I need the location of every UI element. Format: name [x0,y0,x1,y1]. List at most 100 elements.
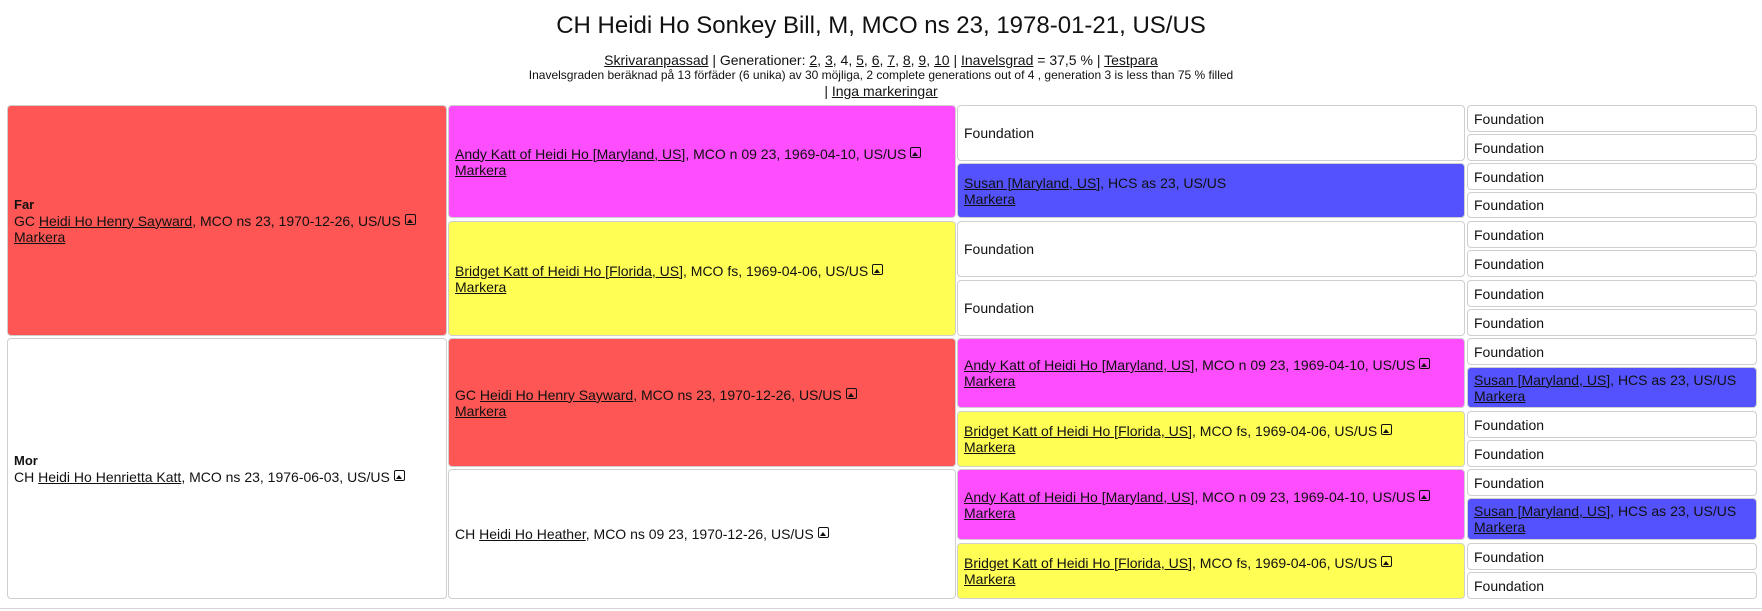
foundation-label: Foundation [1474,549,1750,565]
father-label: Far [14,197,440,213]
foundation-label: Foundation [1474,475,1750,491]
mark-link[interactable]: Markera [1474,388,1525,404]
pedigree-cell-g4-10: Susan [Maryland, US], HCS as 23, US/USMa… [1467,367,1757,408]
cat-details: , MCO n 09 23, 1969-04-10, US/US [685,146,906,162]
cat-link[interactable]: Andy Katt of Heidi Ho [Maryland, US] [964,489,1194,505]
mark-link[interactable]: Markera [455,403,506,419]
cat-link[interactable]: Andy Katt of Heidi Ho [Maryland, US] [455,146,685,162]
mark-link[interactable]: Markera [14,229,65,245]
test-pair-link[interactable]: Testpara [1104,52,1158,68]
mark-link[interactable]: Markera [455,279,506,295]
cat-details: , MCO ns 23, 1970-12-26, US/US [633,387,842,403]
cat-details: , HCS as 23, US/US [1100,175,1226,191]
generation-link-9[interactable]: 9 [918,52,926,68]
image-icon[interactable] [818,527,829,538]
image-icon[interactable] [405,214,416,225]
cat-link[interactable]: Heidi Ho Henry Sayward [480,387,633,403]
cat-link[interactable]: Susan [Maryland, US] [1474,503,1610,519]
cat-link[interactable]: Susan [Maryland, US] [964,175,1100,191]
title-prefix: CH [14,469,38,485]
pedigree-cell-g4-9: Foundation [1467,338,1757,365]
divider [0,608,1762,609]
image-icon[interactable] [1381,556,1392,567]
pedigree-cell-g4-5: Foundation [1467,221,1757,248]
image-icon[interactable] [1419,358,1430,369]
pedigree-cell-mmf: Andy Katt of Heidi Ho [Maryland, US], MC… [957,469,1465,540]
pedigree-cell-g4-7: Foundation [1467,280,1757,307]
mother-label: Mor [14,453,440,469]
image-icon[interactable] [910,147,921,158]
cat-details: , MCO n 09 23, 1969-04-10, US/US [1194,357,1415,373]
pedigree-cell-g4-12: Foundation [1467,440,1757,467]
cat-link[interactable]: Andy Katt of Heidi Ho [Maryland, US] [964,357,1194,373]
pedigree-cell-g4-4: Foundation [1467,192,1757,218]
mark-link[interactable]: Markera [964,191,1015,207]
pedigree-cell-g4-1: Foundation [1467,105,1757,132]
foundation-label: Foundation [1474,446,1750,462]
foundation-label: Foundation [1474,417,1750,433]
pedigree-cell-fm: Bridget Katt of Heidi Ho [Florida, US], … [448,221,956,336]
foundation-label: Foundation [1474,344,1750,360]
pedigree-cell-g4-16: Foundation [1467,572,1757,599]
mark-link[interactable]: Markera [964,505,1015,521]
foundation-label: Foundation [964,125,1458,141]
generation-link-5[interactable]: 5 [856,52,864,68]
pedigree-cell-g4-6: Foundation [1467,250,1757,277]
generation-link-2[interactable]: 2 [809,52,817,68]
foundation-label: Foundation [1474,315,1750,331]
cat-link[interactable]: Bridget Katt of Heidi Ho [Florida, US] [455,263,683,279]
title-prefix: GC [14,213,39,229]
pedigree-cell-mfm: Bridget Katt of Heidi Ho [Florida, US], … [957,411,1465,467]
cat-details: , MCO ns 23, 1970-12-26, US/US [192,213,401,229]
cat-link[interactable]: Bridget Katt of Heidi Ho [Florida, US] [964,423,1192,439]
image-icon[interactable] [872,264,883,275]
foundation-label: Foundation [1474,140,1750,156]
image-icon[interactable] [846,388,857,399]
inbreeding-info: Inavelsgraden beräknad på 13 förfäder (6… [0,68,1762,83]
pedigree-cell-g4-8: Foundation [1467,309,1757,336]
generation-link-10[interactable]: 10 [934,52,950,68]
generations-label: | Generationer: [708,52,809,68]
page-title: CH Heidi Ho Sonkey Bill, M, MCO ns 23, 1… [0,10,1762,42]
foundation-label: Foundation [964,241,1458,257]
inbreeding-link[interactable]: Inavelsgrad [961,52,1033,68]
title-prefix: GC [455,387,480,403]
cat-details: , MCO ns 23, 1976-06-03, US/US [181,469,390,485]
pedigree-cell-g4-13: Foundation [1467,469,1757,496]
pedigree-cell-mother: Mor CH Heidi Ho Henrietta Katt, MCO ns 2… [7,338,447,599]
pedigree-cell-fmm: Foundation [957,280,1465,336]
cat-details: , MCO ns 09 23, 1970-12-26, US/US [586,526,814,542]
pedigree-cell-mmm: Bridget Katt of Heidi Ho [Florida, US], … [957,543,1465,599]
mark-link[interactable]: Markera [455,162,506,178]
mark-link[interactable]: Markera [1474,519,1525,535]
markings-separator: | [824,83,832,99]
no-markings-link[interactable]: Inga markeringar [832,83,938,99]
foundation-label: Foundation [1474,578,1750,594]
cat-details: , MCO fs, 1969-04-06, US/US [1192,555,1377,571]
pedigree-cell-father: Far GC Heidi Ho Henry Sayward, MCO ns 23… [7,105,447,336]
mark-link[interactable]: Markera [964,373,1015,389]
image-icon[interactable] [1419,490,1430,501]
foundation-label: Foundation [1474,197,1750,213]
generation-link-8[interactable]: 8 [903,52,911,68]
cat-link[interactable]: Bridget Katt of Heidi Ho [Florida, US] [964,555,1192,571]
image-icon[interactable] [1381,424,1392,435]
mark-link[interactable]: Markera [964,571,1015,587]
mark-link[interactable]: Markera [964,439,1015,455]
foundation-label: Foundation [1474,256,1750,272]
cat-link[interactable]: Heidi Ho Henry Sayward [39,213,192,229]
generation-link-3[interactable]: 3 [825,52,833,68]
inbreeding-value: = 37,5 % | [1033,52,1104,68]
generation-link-7[interactable]: 7 [887,52,895,68]
image-icon[interactable] [394,470,405,481]
generation-link-6[interactable]: 6 [872,52,880,68]
printer-friendly-link[interactable]: Skrivaranpassad [604,52,708,68]
cat-link[interactable]: Heidi Ho Henrietta Katt [38,469,181,485]
pedigree-cell-mm: CH Heidi Ho Heather, MCO ns 09 23, 1970-… [448,469,956,599]
pedigree-cell-fff: Foundation [957,105,1465,161]
foundation-label: Foundation [1474,111,1750,127]
cat-details: , HCS as 23, US/US [1610,503,1736,519]
cat-link[interactable]: Heidi Ho Heather [479,526,586,542]
cat-link[interactable]: Susan [Maryland, US] [1474,372,1610,388]
pedigree-cell-g4-11: Foundation [1467,411,1757,438]
